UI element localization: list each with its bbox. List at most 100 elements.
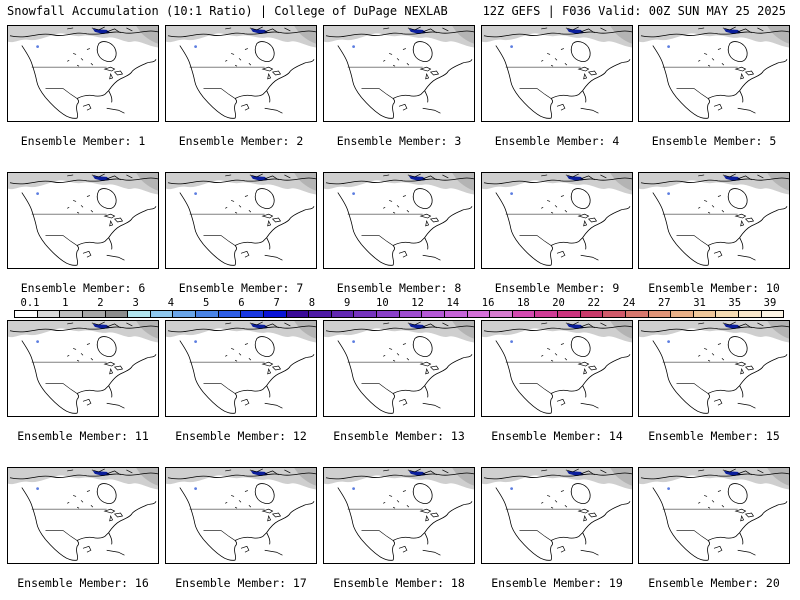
ensemble-map-panel [481, 467, 633, 564]
snow-area-heavy [250, 175, 269, 181]
colorbar-segment [218, 311, 242, 317]
colorbar-tick-label: 6 [238, 297, 245, 309]
snow-area-heavy [250, 470, 269, 476]
colorbar-segment [580, 311, 604, 317]
snow-spot [510, 45, 513, 48]
snow-spot [36, 487, 39, 490]
colorbar-segment [739, 311, 762, 317]
colorbar-segment [377, 311, 400, 317]
snowfall-map [482, 321, 632, 414]
colorbar-segment [535, 311, 558, 317]
colorbar-segment [263, 311, 287, 317]
colorbar-segment [286, 311, 310, 317]
ensemble-member-label: Ensemble Member: 3 [336, 134, 462, 148]
snow-area-light [639, 468, 789, 490]
snow-area-medium [136, 173, 158, 191]
colorbar-tick-label: 24 [622, 297, 636, 309]
colorbar-tick-label: 9 [343, 297, 351, 309]
snow-area-heavy [723, 28, 742, 34]
snow-area-heavy [92, 28, 111, 34]
ensemble-member-label: Ensemble Member: 6 [20, 281, 146, 295]
snowfall-map [324, 468, 474, 561]
colorbar-segment [82, 311, 106, 317]
ensemble-member-label: Ensemble Member: 16 [17, 576, 149, 590]
snowfall-map [8, 173, 158, 266]
snowfall-map [166, 468, 316, 561]
snow-area-light [166, 468, 316, 490]
snowfall-map [8, 468, 158, 561]
colorbar-segment [467, 311, 491, 317]
snow-area-light [8, 321, 158, 343]
snow-area-medium [767, 321, 789, 339]
snow-area-light [639, 321, 789, 343]
snow-area-heavy [566, 28, 585, 34]
snow-spot [194, 192, 197, 195]
ensemble-member-label: Ensemble Member: 18 [333, 576, 465, 590]
snow-area-heavy [92, 323, 111, 329]
colorbar-segment [37, 311, 61, 317]
ensemble-member-label: Ensemble Member: 5 [651, 134, 777, 148]
snow-area-light [482, 26, 632, 48]
colorbar-tick-label: 22 [587, 297, 601, 309]
ensemble-member-label: Ensemble Member: 8 [336, 281, 462, 295]
snow-spot [510, 340, 513, 343]
snow-area-medium [610, 321, 632, 339]
ensemble-map-panel [481, 25, 633, 122]
snow-area-heavy [92, 175, 111, 181]
ensemble-member-label: Ensemble Member: 17 [175, 576, 307, 590]
snow-area-medium [452, 468, 474, 486]
snow-spot [352, 45, 355, 48]
snow-area-heavy [92, 470, 111, 476]
snowfall-map [482, 26, 632, 119]
snow-area-light [324, 468, 474, 490]
snow-spot [194, 340, 197, 343]
snow-area-medium [452, 173, 474, 191]
colorbar-segment [648, 311, 672, 317]
ensemble-map-panel [165, 172, 317, 269]
snow-area-heavy [723, 470, 742, 476]
colorbar-tick-labels: 0.1 1 2 3 4 5 6 7 8 9 10 12 14 16 18 20 22 24 27 31 35 39 [14, 297, 784, 309]
colorbar-tick-label: 7 [273, 297, 280, 309]
snowfall-map [8, 26, 158, 119]
colorbar-tick-label: 12 [411, 297, 424, 309]
snow-area-light [324, 173, 474, 195]
colorbar-segment [15, 311, 38, 317]
colorbar-tick-label: 14 [446, 297, 460, 309]
snow-area-medium [294, 321, 316, 339]
snow-area-light [639, 173, 789, 195]
colorbar-tick-label: 20 [552, 297, 565, 309]
snow-area-medium [610, 173, 632, 191]
colorbar-tick-label: 18 [517, 297, 530, 309]
snow-spot [194, 45, 197, 48]
snow-area-light [324, 26, 474, 48]
ensemble-member-label: Ensemble Member: 9 [494, 281, 620, 295]
snowfall-map [639, 26, 789, 119]
snow-area-light [166, 173, 316, 195]
ensemble-map-panel [638, 467, 790, 564]
ensemble-map-panel [165, 467, 317, 564]
snow-spot [194, 487, 197, 490]
snowfall-map [166, 321, 316, 414]
snow-area-heavy [408, 323, 427, 329]
colorbar-segment [173, 311, 196, 317]
snowfall-colorbar [14, 310, 784, 318]
ensemble-map-panel [165, 25, 317, 122]
snowfall-map [324, 173, 474, 266]
ensemble-map-panel [165, 320, 317, 417]
ensemble-member-label: Ensemble Member: 15 [648, 429, 780, 443]
ensemble-member-label: Ensemble Member: 19 [491, 576, 623, 590]
snow-area-heavy [566, 323, 585, 329]
snow-area-light [166, 26, 316, 48]
ensemble-member-label: Ensemble Member: 7 [178, 281, 304, 295]
snow-area-medium [767, 173, 789, 191]
snowfall-map [166, 173, 316, 266]
colorbar-segment [331, 311, 355, 317]
snow-area-medium [294, 26, 316, 44]
snow-area-medium [294, 468, 316, 486]
snow-spot [352, 192, 355, 195]
colorbar-tick-label: 39 [763, 297, 777, 309]
snow-spot [667, 487, 670, 490]
ensemble-map-panel [481, 320, 633, 417]
snow-area-medium [452, 26, 474, 44]
snow-area-light [324, 321, 474, 343]
